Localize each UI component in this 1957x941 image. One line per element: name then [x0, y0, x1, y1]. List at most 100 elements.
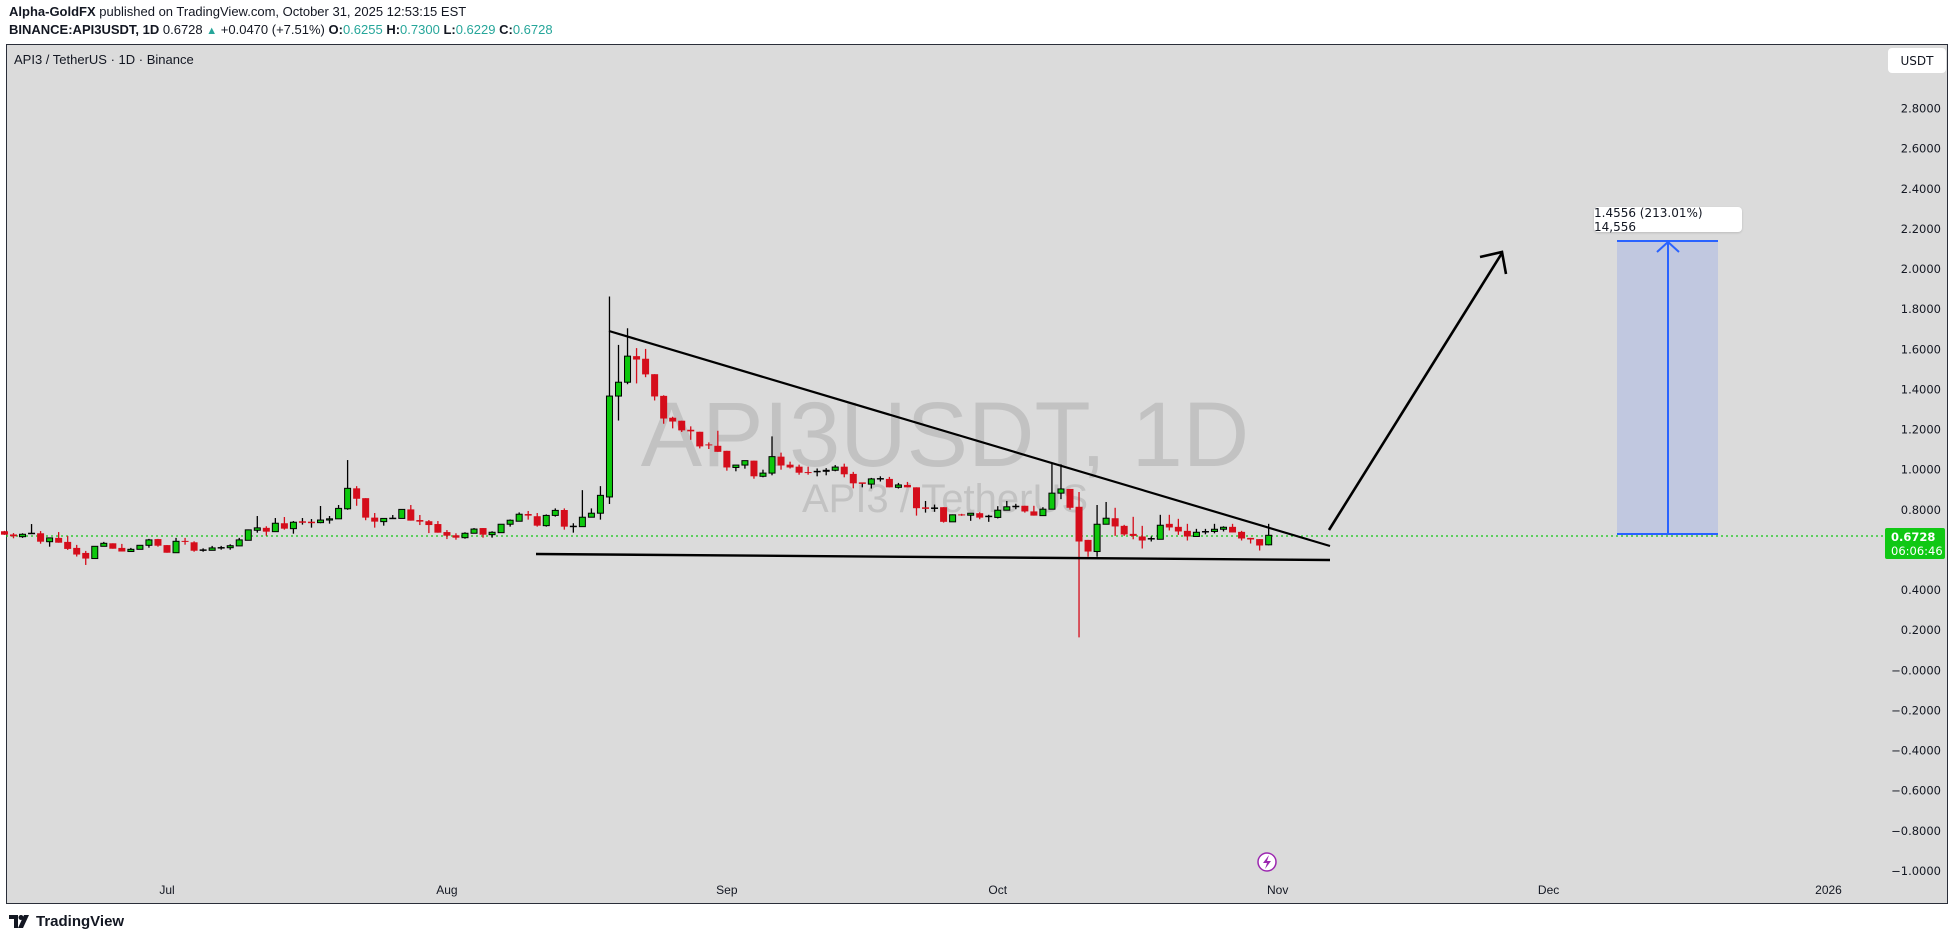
- candle: [732, 464, 740, 472]
- candle-body: [894, 484, 902, 488]
- candle-body: [470, 528, 478, 534]
- candle-body: [831, 466, 839, 471]
- candle: [903, 481, 911, 488]
- candle-body: [109, 543, 117, 549]
- candle-body: [64, 541, 72, 549]
- candle-body: [1120, 525, 1128, 535]
- candle: [335, 504, 343, 520]
- measure-arrow-icon: [1656, 240, 1680, 253]
- candle-body: [1192, 531, 1200, 537]
- candle-body: [578, 516, 586, 528]
- candle-body: [181, 540, 189, 542]
- author[interactable]: Alpha-GoldFX: [9, 4, 96, 19]
- candle-body: [723, 450, 731, 468]
- candle: [894, 482, 902, 489]
- support-trendline[interactable]: [535, 552, 1331, 562]
- candle: [795, 464, 803, 475]
- chart-title: API3 / TetherUS · 1D · Binance: [14, 52, 194, 67]
- descending-trendline[interactable]: [608, 329, 1331, 548]
- time-axis[interactable]: Jul Aug Sep Oct Nov Dec 2026: [159, 883, 1842, 897]
- candle-body: [118, 547, 126, 552]
- candle-body: [624, 355, 632, 383]
- candle-body: [1039, 508, 1047, 517]
- candle-body: [100, 542, 108, 547]
- candle-body: [705, 444, 713, 446]
- price-tick-label: −0.6000: [1891, 784, 1941, 798]
- candle: [470, 528, 478, 534]
- price-tick-label: 0.8000: [1901, 503, 1941, 517]
- candle: [822, 468, 830, 476]
- lightning-icon[interactable]: [1257, 852, 1277, 872]
- price-range-measure[interactable]: [1617, 240, 1718, 535]
- candle: [461, 532, 469, 539]
- price-tick-label: 2.4000: [1901, 182, 1941, 196]
- low-label: L:: [443, 22, 456, 37]
- price-tick-label: −0.0000: [1891, 663, 1941, 677]
- candle-body: [786, 464, 794, 468]
- candle-body: [407, 509, 415, 521]
- candle-body: [750, 460, 758, 477]
- candle-body: [190, 542, 198, 551]
- candle-body: [208, 547, 216, 551]
- candle-body: [822, 469, 830, 472]
- price-tick-label: 1.8000: [1901, 302, 1941, 316]
- price-tick-label: −1.0000: [1891, 864, 1941, 878]
- candle-body: [271, 522, 279, 533]
- candle-body: [37, 533, 45, 542]
- bar-countdown: 06:06:46: [1891, 544, 1943, 558]
- candle: [317, 505, 325, 524]
- candle-body: [596, 494, 604, 514]
- candle: [479, 528, 487, 538]
- candle: [669, 416, 677, 429]
- arrow-head-icon: [1479, 250, 1508, 275]
- candle-body: [994, 509, 1002, 518]
- candle: [1021, 505, 1029, 513]
- candle: [443, 530, 451, 540]
- candle-body: [1030, 511, 1038, 516]
- candle-body: [903, 484, 911, 488]
- candle: [596, 486, 604, 520]
- candle: [253, 516, 261, 533]
- candle: [1156, 514, 1164, 540]
- price-tick-label: 2.0000: [1901, 262, 1941, 276]
- tradingview-logo[interactable]: TradingView: [9, 913, 124, 930]
- candle-body: [416, 520, 424, 522]
- candle-body: [605, 395, 613, 498]
- candle: [885, 476, 893, 488]
- candle: [109, 543, 117, 549]
- candle: [876, 476, 884, 482]
- price-tick-label: 2.2000: [1901, 222, 1941, 236]
- candle: [398, 508, 406, 519]
- candle: [1102, 501, 1110, 525]
- price-axis[interactable]: 2.8000 2.6000 2.4000 2.2000 2.0000 1.8000 1.60…: [1891, 102, 1941, 878]
- candle: [804, 466, 812, 475]
- close-label: C:: [499, 22, 513, 37]
- candle-body: [768, 456, 776, 474]
- candle-body: [1265, 534, 1273, 546]
- candle-body: [163, 545, 171, 553]
- candle-body: [958, 514, 966, 516]
- currency-button[interactable]: USDT: [1888, 48, 1946, 73]
- candle-body: [840, 466, 848, 475]
- candle-body: [461, 532, 469, 539]
- candle-body: [371, 517, 379, 522]
- time-tick-label: Dec: [1538, 883, 1559, 897]
- candle-body: [587, 512, 595, 518]
- candle: [551, 508, 559, 517]
- candle-body: [1102, 517, 1110, 525]
- candle-body: [1075, 506, 1083, 542]
- candle: [154, 538, 162, 547]
- target-arrow[interactable]: [1327, 250, 1508, 531]
- time-tick-label: Oct: [988, 883, 1007, 897]
- candle-body: [136, 544, 144, 550]
- price-tick-label: 1.0000: [1901, 463, 1941, 477]
- candle-body: [1084, 539, 1092, 552]
- candle: [73, 544, 81, 557]
- candle: [425, 520, 433, 534]
- close-value: 0.6728: [512, 22, 553, 37]
- candle: [678, 420, 686, 432]
- symbol: BINANCE:API3USDT, 1D: [9, 22, 160, 37]
- candle-body: [849, 473, 857, 484]
- candle: [768, 436, 776, 476]
